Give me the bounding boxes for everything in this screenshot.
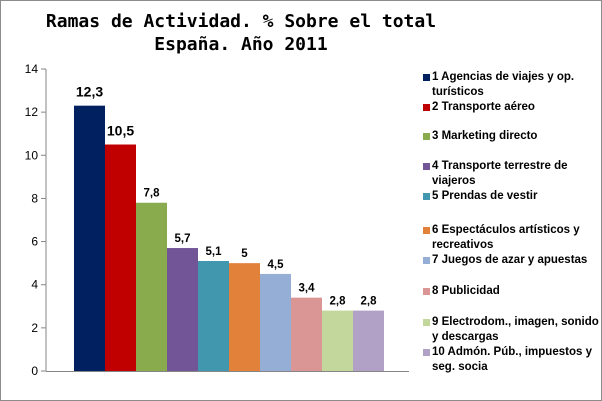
legend-item: 2 Transporte aéreo: [423, 100, 599, 115]
bar-data-label: 5,1: [206, 246, 223, 258]
legend-item: 8 Publicidad: [423, 284, 599, 299]
chart-title-line-2: España. Año 2011: [154, 34, 328, 55]
bar: [74, 105, 105, 372]
y-tick-label: 0: [31, 364, 38, 378]
legend-item: 7 Juegos de azar y apuestas: [423, 253, 599, 268]
legend-swatch: [423, 133, 430, 140]
bar: [353, 310, 384, 371]
legend-swatch: [423, 349, 430, 356]
legend-swatch: [423, 257, 430, 264]
legend-label: 7 Juegos de azar y apuestas: [432, 254, 588, 266]
bar-data-label: 5,7: [175, 233, 191, 245]
bar: [136, 202, 167, 371]
bar: [167, 248, 198, 371]
bar-data-label: 2,8: [330, 296, 347, 308]
bar-data-label: 4,5: [268, 259, 285, 271]
legend-label: 4 Transporte terrestre de viajeros: [432, 160, 568, 187]
bar: [105, 144, 136, 371]
chart-title-line-1: Ramas de Actividad. % Sobre el total: [45, 11, 437, 32]
legend-item: 4 Transporte terrestre de viajeros: [423, 159, 599, 189]
bar-data-label: 2,8: [361, 296, 378, 308]
legend-label: 1 Agencias de viajes y op. turísticos: [432, 71, 575, 98]
legend-label: 3 Marketing directo: [432, 130, 538, 142]
legend-label: 2 Transporte aéreo: [432, 101, 535, 113]
y-tick-label: 2: [31, 321, 38, 335]
legend-swatch: [423, 227, 430, 234]
bar: [291, 297, 322, 371]
legend-item: 9 Electrodom., imagen, sonido y descarga…: [423, 315, 599, 345]
legend-label: 8 Publicidad: [432, 285, 500, 297]
y-tick-label: 14: [25, 62, 39, 76]
bar-data-label: 7,8: [144, 188, 161, 200]
y-tick-label: 8: [31, 191, 38, 205]
legend-item: 1 Agencias de viajes y op. turísticos: [423, 70, 599, 100]
legend-item: 6 Espectáculos artísticos y recreativos: [423, 223, 599, 253]
y-tick-label: 10: [25, 148, 39, 162]
legend-swatch: [423, 74, 430, 81]
y-tick-label: 6: [31, 235, 38, 249]
legend-label: 5 Prendas de vestir: [432, 190, 538, 202]
legend-item: 10 Admón. Púb., impuestos y seg. socia: [423, 345, 599, 375]
y-tick-label: 12: [25, 105, 39, 119]
legend-item: 3 Marketing directo: [423, 129, 599, 144]
legend-swatch: [423, 319, 430, 326]
bar-data-label: 10,5: [107, 123, 134, 139]
bar: [198, 260, 229, 371]
legend-swatch: [423, 104, 430, 111]
bar: [260, 273, 291, 371]
legend-label: 9 Electrodom., imagen, sonido y descarga…: [432, 316, 599, 343]
legend-swatch: [423, 163, 430, 170]
legend-swatch: [423, 193, 430, 200]
bar-data-label: 5: [241, 248, 248, 260]
bar-data-label: 12,3: [76, 84, 103, 100]
legend-label: 10 Admón. Púb., impuestos y seg. socia: [432, 346, 592, 373]
bar: [322, 310, 353, 371]
legend-label: 6 Espectáculos artísticos y recreativos: [432, 224, 580, 251]
y-tick-label: 4: [31, 278, 38, 292]
bar-data-label: 3,4: [299, 283, 316, 295]
bar: [229, 263, 260, 371]
legend-item: 5 Prendas de vestir: [423, 189, 599, 204]
legend-swatch: [423, 288, 430, 295]
